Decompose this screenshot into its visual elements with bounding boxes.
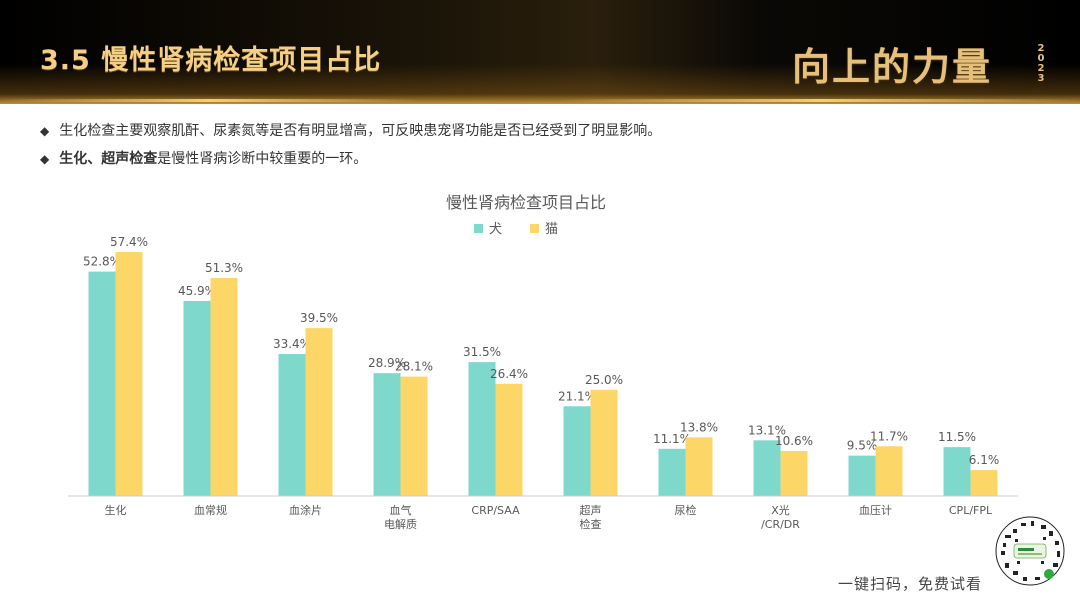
qr-code[interactable] xyxy=(991,515,1069,587)
bar-dog xyxy=(848,455,876,496)
legend-label-dog: 犬 xyxy=(489,222,502,237)
chart-legend: 犬 猫 xyxy=(474,222,558,237)
data-label: 9.5% xyxy=(847,439,878,453)
bar-dog xyxy=(753,440,781,496)
chart-title: 慢性肾病检查项目占比 xyxy=(446,193,606,212)
category-label: 血常规 xyxy=(194,503,227,517)
data-label: 45.9% xyxy=(178,284,216,298)
data-label: 10.6% xyxy=(775,434,813,448)
bar-cat xyxy=(305,328,333,496)
category-label: 血压计 xyxy=(859,503,892,517)
category-label: 生化 xyxy=(105,503,127,517)
data-label: 28.1% xyxy=(395,360,433,374)
data-label: 51.3% xyxy=(205,261,243,275)
bar-cat xyxy=(210,277,238,496)
bar-cat xyxy=(970,470,998,496)
bar-dog xyxy=(658,448,686,496)
bar-cat xyxy=(115,252,143,496)
plot-area: 52.8% 57.4% 生化 45.9% 51.3% 血常规 33.4% 39.5% 血涂片 28… xyxy=(68,235,1018,531)
category-label: X光/CR/DR xyxy=(761,503,800,531)
bar-dog xyxy=(943,447,971,496)
bar-cat xyxy=(780,450,808,496)
data-label: 6.1% xyxy=(969,453,1000,467)
header-light-streak xyxy=(0,99,420,102)
qr-caption: 一键扫码，免费试看 xyxy=(838,575,983,593)
category-label: CRP/SAA xyxy=(471,504,520,517)
bar-cat xyxy=(875,446,903,496)
bullet-point: ◆ 生化检查主要观察肌酐、尿素氮等是否有明显增高，可反映患宠肾功能是否已经受到了明… xyxy=(40,120,661,140)
bar-dog xyxy=(88,271,116,496)
category-label: 血涂片 xyxy=(289,503,322,517)
bar-dog xyxy=(278,354,306,496)
data-label: 39.5% xyxy=(300,311,338,325)
data-label: 21.1% xyxy=(558,389,596,403)
data-label: 25.0% xyxy=(585,373,623,387)
brand-logo: 向上的力量 xyxy=(792,45,993,89)
data-label: 33.4% xyxy=(273,337,311,351)
bar-dog xyxy=(183,300,211,496)
data-label: 13.8% xyxy=(680,420,718,434)
bar-cat xyxy=(685,437,713,496)
bar-dog xyxy=(563,406,591,496)
bullet-emphasis: 生化、超声检查 xyxy=(59,151,158,167)
category-label: 血气电解质 xyxy=(384,503,417,531)
data-label: 57.4% xyxy=(110,235,148,249)
data-label: 11.5% xyxy=(938,430,976,444)
data-label: 11.1% xyxy=(653,432,691,446)
data-label: 13.1% xyxy=(748,423,786,437)
page-title: 3.5 慢性肾病检查项目占比 xyxy=(40,45,382,76)
bar-cat xyxy=(590,389,618,496)
data-label: 26.4% xyxy=(490,367,528,381)
data-label: 11.7% xyxy=(870,429,908,443)
bar-cat xyxy=(400,376,428,496)
header-light-streak xyxy=(560,99,1080,102)
category-label: 超声检查 xyxy=(580,503,602,531)
diamond-bullet-icon: ◆ xyxy=(40,124,50,138)
legend-swatch-cat xyxy=(530,224,539,233)
legend-label-cat: 猫 xyxy=(545,222,558,237)
bar-dog xyxy=(468,362,496,496)
category-label: 尿检 xyxy=(675,503,697,517)
bar-cat xyxy=(495,383,523,496)
legend-swatch-dog xyxy=(474,224,483,233)
data-label: 31.5% xyxy=(463,345,501,359)
data-label: 52.8% xyxy=(83,255,121,269)
bullet-point: ◆ 生化、超声检查是慢性肾病诊断中较重要的一环。 xyxy=(40,148,367,168)
data-label: 28.9% xyxy=(368,356,406,370)
bullet-text: 是慢性肾病诊断中较重要的一环。 xyxy=(157,151,368,167)
bullet-text: 生化检查主要观察肌酐、尿素氮等是否有明显增高，可反映患宠肾功能是否已经受到了明显… xyxy=(59,123,662,139)
diamond-bullet-icon: ◆ xyxy=(40,152,50,166)
header-glow xyxy=(0,64,1080,104)
bar-dog xyxy=(373,373,401,496)
category-label: CPL/FPL xyxy=(949,504,993,517)
